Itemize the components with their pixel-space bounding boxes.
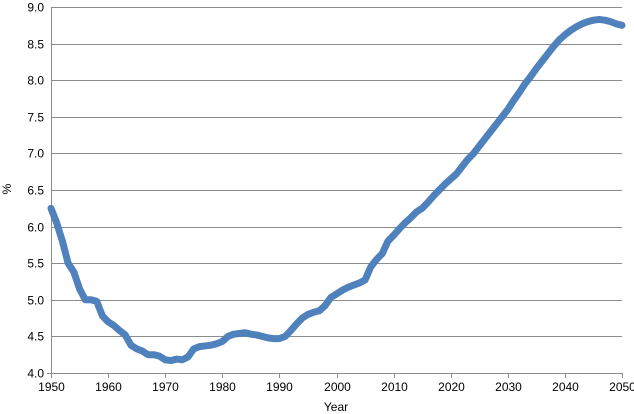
y-tick-label: 7.0 xyxy=(27,147,44,161)
y-tick-label: 6.5 xyxy=(27,184,44,198)
y-tick-label: 9.0 xyxy=(27,1,44,15)
x-axis-title: Year xyxy=(324,400,348,414)
x-tick-label: 2000 xyxy=(324,380,351,394)
x-tick-label: 2010 xyxy=(381,380,408,394)
series-line xyxy=(47,15,626,365)
y-tick-labels: 4.0 4.5 5.0 5.5 6.0 6.5 7.0 7.5 8.0 8.5 9.0 xyxy=(27,1,44,381)
x-tick-label: 1980 xyxy=(209,380,236,394)
gridlines xyxy=(51,7,622,337)
x-tick-label: 2020 xyxy=(438,380,465,394)
y-tick-label: 4.5 xyxy=(27,330,44,344)
x-tick-label: 2030 xyxy=(495,380,522,394)
y-tick-label: 5.0 xyxy=(27,294,44,308)
y-tick-label: 4.0 xyxy=(27,367,44,381)
x-tick-labels: 1950 1960 1970 1980 1990 2000 2010 2020 2030 2040… xyxy=(38,380,634,394)
y-tick-label: 8.5 xyxy=(27,38,44,52)
x-tick-label: 1960 xyxy=(95,380,122,394)
y-tick-label: 7.5 xyxy=(27,111,44,125)
y-tick-label: 8.0 xyxy=(27,74,44,88)
x-tick-label: 2050 xyxy=(609,380,634,394)
series-layer xyxy=(47,15,626,365)
x-tick-label: 1950 xyxy=(38,380,65,394)
x-tick-label: 1990 xyxy=(266,380,293,394)
y-tick-label: 5.5 xyxy=(27,257,44,271)
y-tick-label: 6.0 xyxy=(27,221,44,235)
x-tick-label: 2040 xyxy=(552,380,579,394)
axes xyxy=(47,7,623,378)
y-axis-title: % xyxy=(0,183,14,194)
x-tick-label: 1970 xyxy=(152,380,179,394)
